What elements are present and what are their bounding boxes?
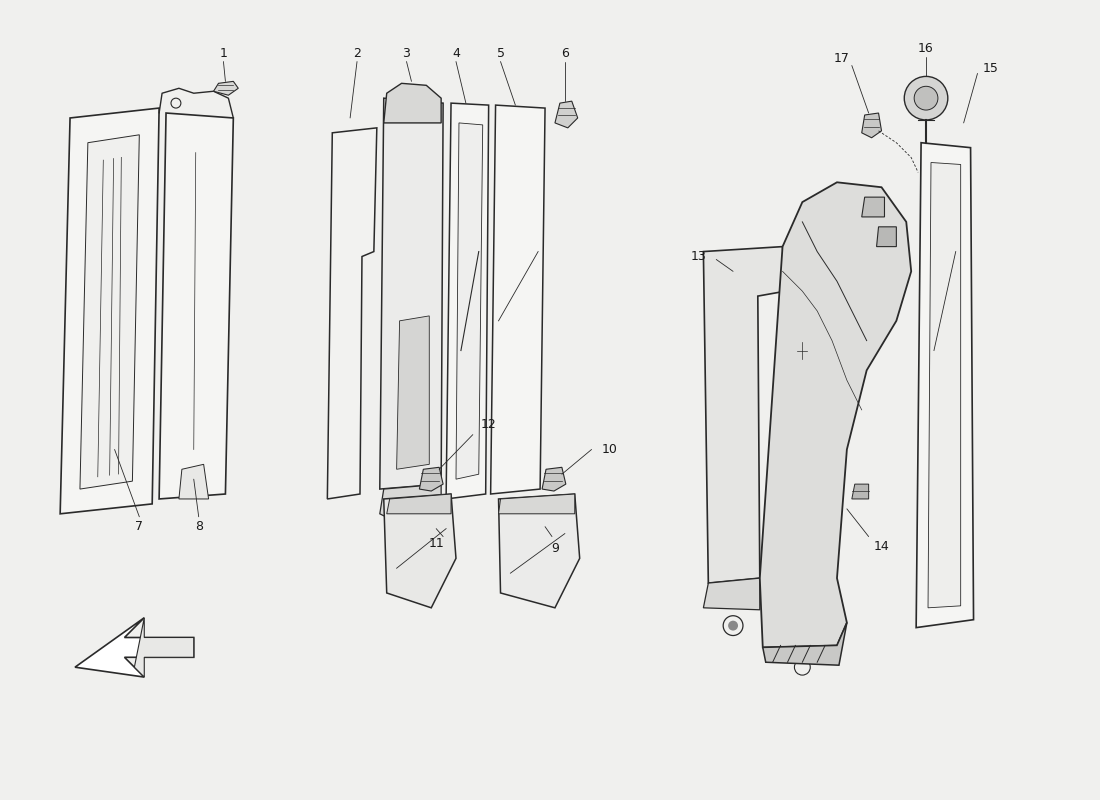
Polygon shape	[861, 113, 881, 138]
Polygon shape	[75, 618, 194, 677]
Polygon shape	[498, 494, 580, 608]
Polygon shape	[160, 113, 233, 499]
Text: 10: 10	[602, 443, 617, 456]
Polygon shape	[384, 494, 456, 608]
Polygon shape	[384, 83, 441, 123]
Text: 5: 5	[496, 47, 505, 60]
Circle shape	[904, 77, 948, 120]
Text: 9: 9	[551, 542, 559, 555]
Text: 6: 6	[561, 47, 569, 60]
Polygon shape	[877, 227, 896, 246]
Text: 12: 12	[481, 418, 496, 431]
Polygon shape	[397, 316, 429, 470]
Text: 16: 16	[918, 42, 934, 55]
Text: 4: 4	[452, 47, 460, 60]
Polygon shape	[542, 467, 565, 491]
Text: 11: 11	[428, 537, 444, 550]
Polygon shape	[456, 123, 483, 479]
Text: 15: 15	[982, 62, 999, 75]
Polygon shape	[179, 464, 209, 499]
Polygon shape	[554, 101, 578, 128]
Polygon shape	[762, 622, 847, 666]
Polygon shape	[491, 105, 546, 494]
Polygon shape	[80, 134, 140, 489]
Polygon shape	[498, 494, 574, 514]
Polygon shape	[213, 82, 239, 95]
Polygon shape	[379, 98, 443, 489]
Polygon shape	[387, 494, 451, 514]
Text: 1: 1	[220, 47, 228, 60]
Polygon shape	[760, 182, 911, 647]
Text: 8: 8	[195, 520, 202, 533]
Circle shape	[727, 287, 739, 299]
Polygon shape	[703, 246, 785, 583]
Ellipse shape	[810, 269, 865, 333]
Circle shape	[728, 621, 738, 630]
Polygon shape	[861, 197, 884, 217]
Polygon shape	[379, 484, 441, 524]
Text: 13: 13	[691, 250, 706, 263]
Text: 14: 14	[873, 540, 890, 553]
Circle shape	[914, 86, 938, 110]
Text: 17: 17	[834, 52, 850, 65]
Polygon shape	[134, 618, 194, 677]
Polygon shape	[419, 467, 443, 491]
Text: 2: 2	[353, 47, 361, 60]
Polygon shape	[851, 484, 869, 499]
Polygon shape	[928, 162, 960, 608]
Polygon shape	[447, 103, 488, 499]
Polygon shape	[328, 128, 377, 499]
Polygon shape	[916, 142, 974, 628]
Text: 3: 3	[403, 47, 410, 60]
Text: 7: 7	[135, 520, 143, 533]
Polygon shape	[60, 108, 160, 514]
Polygon shape	[703, 578, 760, 610]
